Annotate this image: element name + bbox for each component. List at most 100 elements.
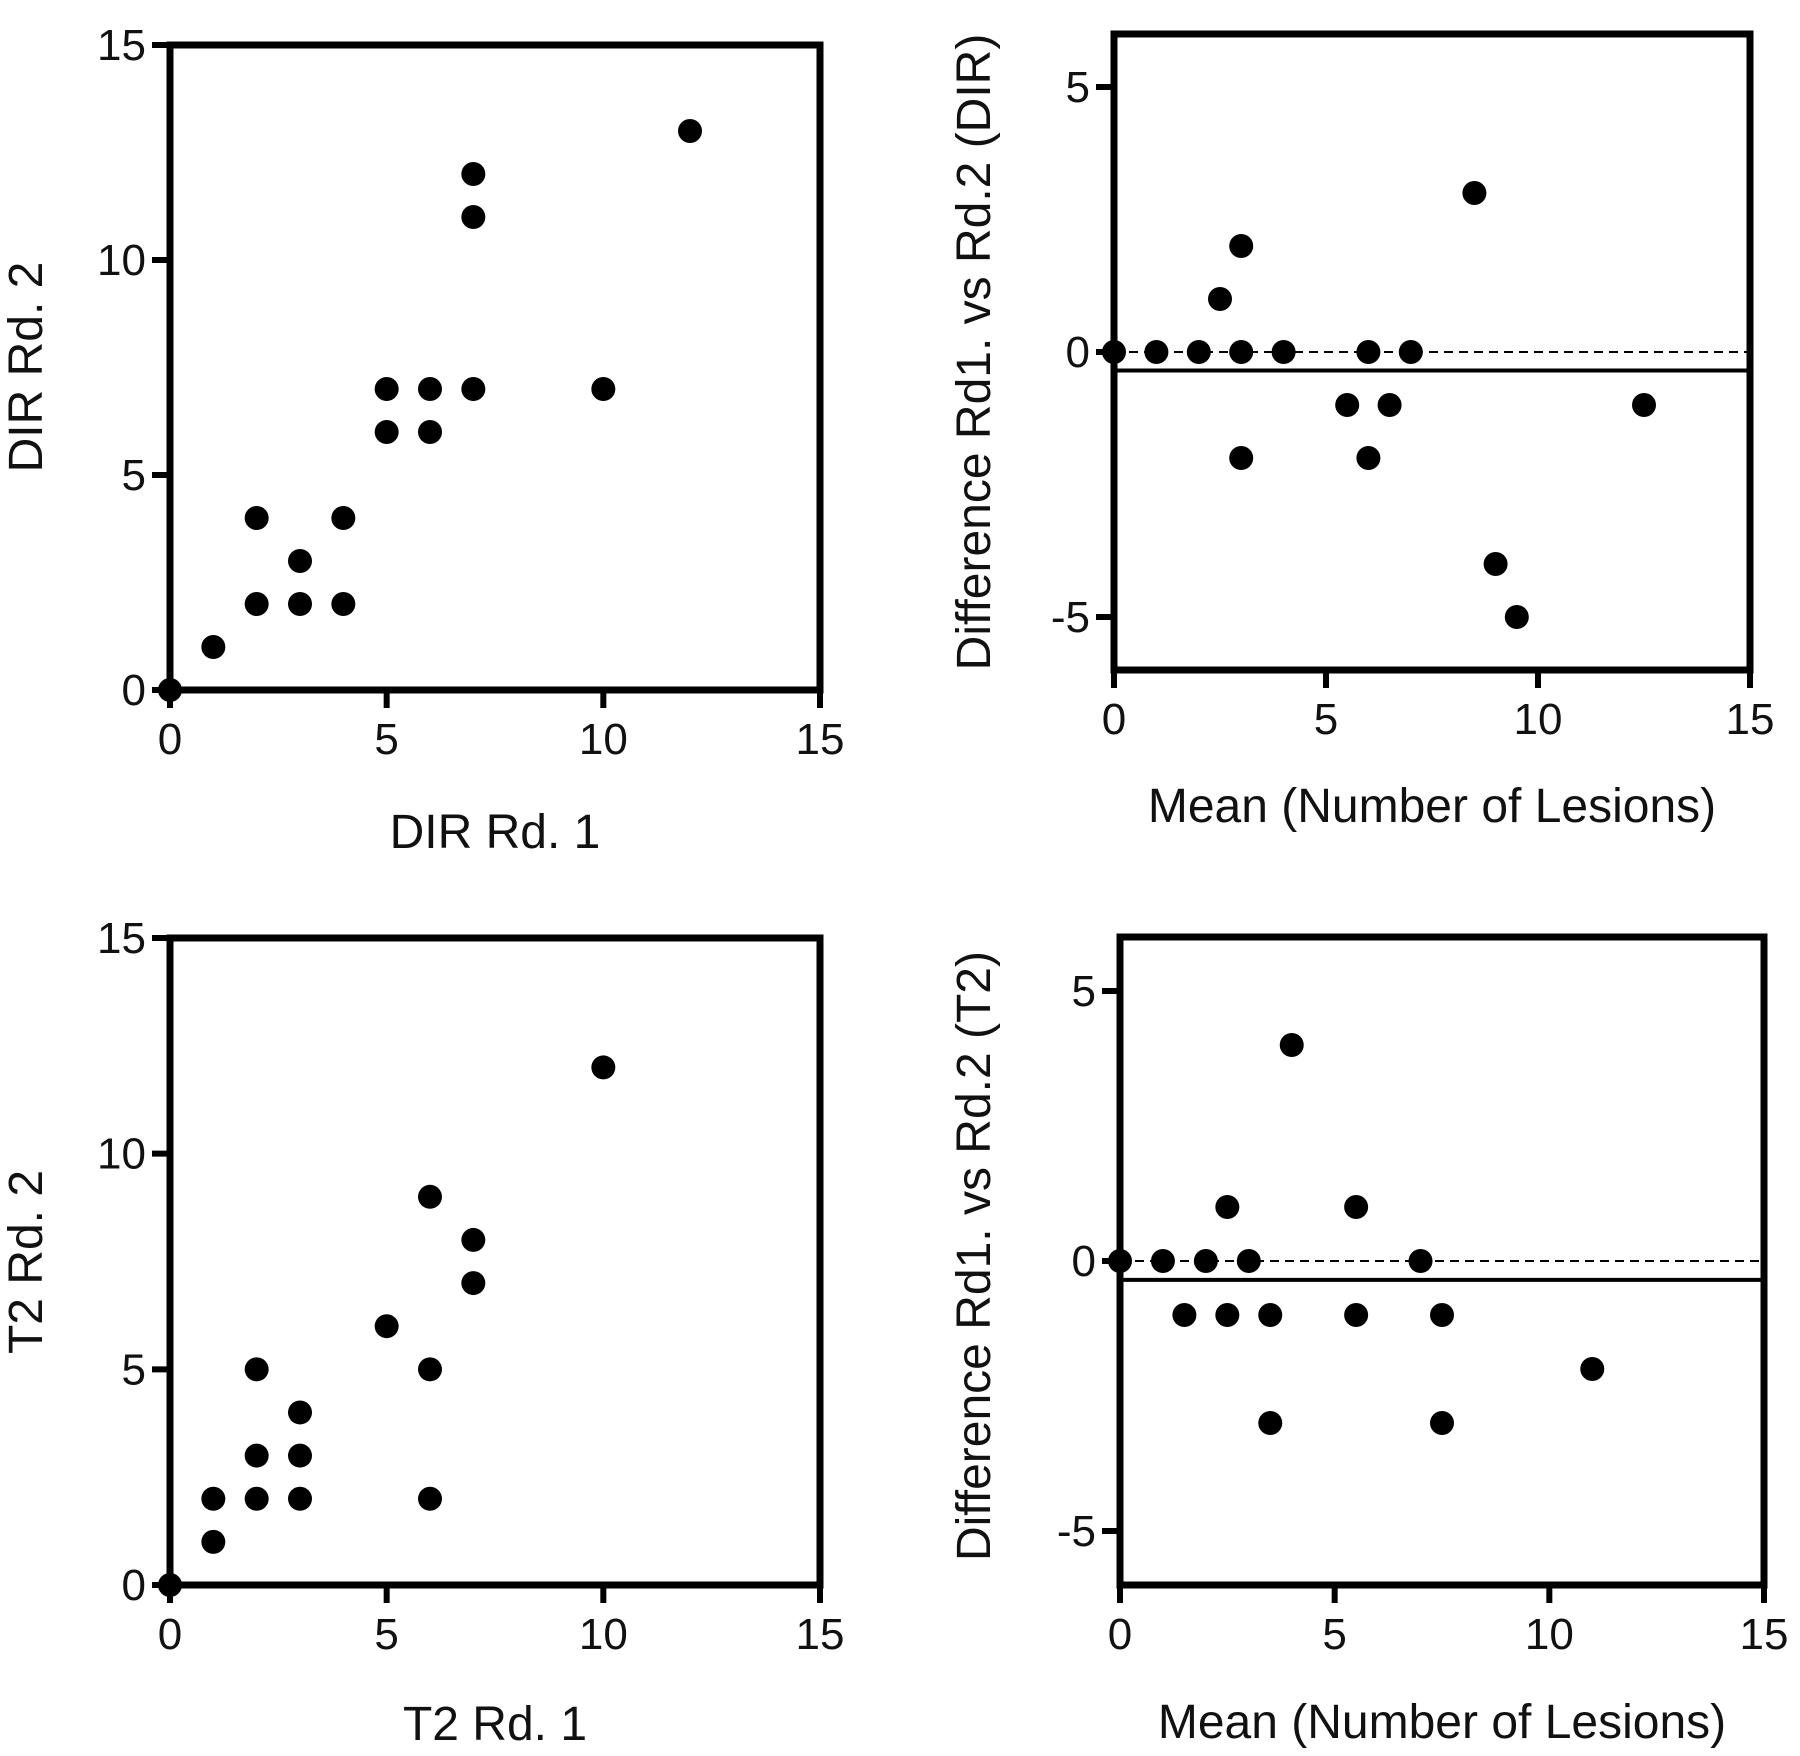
data-point — [1193, 1249, 1218, 1273]
y-axis-title: DIR Rd. 2 — [0, 262, 53, 473]
data-point — [461, 205, 486, 229]
data-point — [1258, 1303, 1283, 1327]
y-tick-label: 5 — [122, 451, 146, 500]
data-points — [1102, 181, 1656, 629]
data-point — [418, 1357, 442, 1382]
data-point — [591, 1055, 616, 1080]
y-tick-label: 10 — [97, 1130, 146, 1179]
data-point — [1408, 1249, 1433, 1273]
x-tick-label: 10 — [1514, 695, 1563, 744]
data-point — [418, 1184, 442, 1209]
panel-t2-scatter: 0 5 10 15 0 5 10 15 T2 Rd. 1 T2 Rd. 2 — [0, 914, 844, 1751]
x-tick-label: 0 — [1108, 1610, 1132, 1659]
y-tick-label: 0 — [1066, 328, 1090, 377]
y-tick-label: 0 — [122, 1561, 146, 1610]
data-point — [201, 1486, 226, 1511]
data-point — [1208, 287, 1232, 311]
panel-dir-bland-altman: -5 0 5 0 5 10 15 Mean (Number of Lesions) Dif… — [948, 30, 1775, 833]
data-point — [418, 1486, 442, 1511]
data-point — [1580, 1357, 1605, 1381]
data-point — [288, 1486, 312, 1511]
x-tick-label: 15 — [796, 715, 845, 764]
data-point — [1144, 340, 1169, 364]
data-point — [331, 592, 356, 616]
data-point — [461, 162, 486, 186]
data-point — [288, 1443, 312, 1468]
y-axis-ticks: -5 0 5 — [1057, 967, 1120, 1556]
data-point — [678, 119, 702, 143]
x-tick-label: 15 — [1726, 695, 1775, 744]
data-point — [1229, 446, 1254, 470]
x-tick-label: 10 — [1525, 1610, 1574, 1659]
data-point — [288, 1400, 312, 1425]
data-point — [1150, 1249, 1175, 1273]
data-point — [1344, 1195, 1369, 1219]
x-tick-label: 0 — [158, 1610, 182, 1659]
data-point — [1344, 1303, 1369, 1327]
x-axis-ticks: 0 5 10 15 — [158, 1585, 845, 1659]
data-point — [1632, 393, 1656, 417]
data-point — [1271, 340, 1296, 364]
data-point — [1356, 340, 1381, 364]
x-tick-label: 5 — [374, 715, 398, 764]
x-axis-title: Mean (Number of Lesions) — [1158, 1696, 1726, 1749]
data-point — [374, 420, 399, 444]
data-point — [1229, 234, 1254, 258]
x-axis-ticks: 0 5 10 15 — [158, 690, 845, 764]
data-point — [1279, 1033, 1304, 1057]
data-point — [1462, 181, 1487, 205]
y-axis-title: Difference Rd1. vs Rd.2 (T2) — [948, 951, 1001, 1561]
y-tick-label: 5 — [1066, 63, 1090, 112]
x-axis-ticks: 0 5 10 15 — [1102, 670, 1775, 744]
data-point — [461, 1271, 486, 1296]
y-tick-label: -5 — [1057, 1507, 1096, 1556]
data-point — [201, 635, 226, 659]
data-point — [244, 506, 269, 530]
data-points — [158, 119, 702, 702]
data-point — [288, 592, 312, 616]
x-tick-label: 15 — [796, 1610, 845, 1659]
data-point — [1430, 1303, 1454, 1327]
data-point — [461, 377, 486, 401]
data-point — [244, 1443, 269, 1468]
x-axis-title: Mean (Number of Lesions) — [1148, 780, 1716, 833]
y-tick-label: -5 — [1051, 593, 1090, 642]
x-axis-title: DIR Rd. 1 — [390, 806, 601, 859]
data-point — [1186, 340, 1211, 364]
panel-t2-bland-altman: -5 0 5 0 5 10 15 Mean (Number of Lesions) Dif… — [948, 933, 1789, 1749]
x-tick-label: 5 — [374, 1610, 398, 1659]
data-point — [1483, 552, 1508, 576]
x-axis-title: T2 Rd. 1 — [403, 1698, 587, 1751]
y-axis-ticks: 0 5 10 15 — [97, 21, 170, 715]
y-axis-title: Difference Rd1. vs Rd.2 (DIR) — [948, 34, 1001, 671]
data-point — [1172, 1303, 1197, 1327]
y-tick-label: 5 — [122, 1345, 146, 1394]
data-point — [461, 1227, 486, 1252]
data-point — [1377, 393, 1402, 417]
data-point — [591, 377, 616, 401]
x-tick-label: 10 — [579, 1610, 628, 1659]
y-tick-label: 5 — [1072, 967, 1096, 1016]
y-axis-ticks: -5 0 5 — [1051, 63, 1114, 642]
data-point — [374, 377, 399, 401]
x-tick-label: 15 — [1740, 1610, 1789, 1659]
data-point — [1356, 446, 1381, 470]
data-point — [1215, 1303, 1240, 1327]
data-point — [374, 1314, 399, 1339]
data-point — [418, 420, 442, 444]
x-tick-label: 0 — [1102, 695, 1126, 744]
x-tick-label: 5 — [1314, 695, 1338, 744]
data-point — [1398, 340, 1423, 364]
data-point — [331, 506, 356, 530]
plot-frame — [166, 41, 824, 694]
y-tick-label: 0 — [122, 666, 146, 715]
data-points — [1108, 1033, 1605, 1435]
data-point — [244, 1486, 269, 1511]
data-point — [201, 1529, 226, 1554]
data-point — [244, 1357, 269, 1382]
data-point — [1215, 1195, 1240, 1219]
x-tick-label: 5 — [1322, 1610, 1346, 1659]
data-point — [244, 592, 269, 616]
y-tick-label: 0 — [1072, 1237, 1096, 1286]
x-tick-label: 10 — [579, 715, 628, 764]
